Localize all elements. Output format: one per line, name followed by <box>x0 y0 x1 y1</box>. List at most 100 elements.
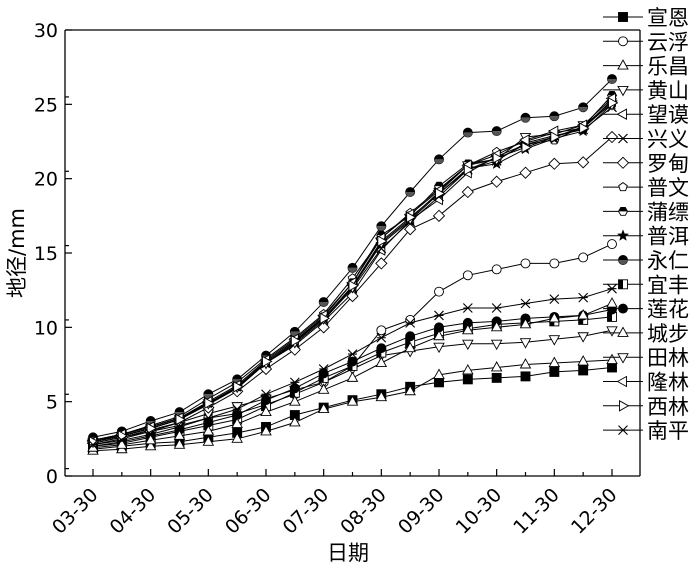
legend-label: 宣恩 <box>647 6 689 30</box>
data-point <box>233 381 244 393</box>
data-point <box>549 366 560 377</box>
data-point <box>519 338 532 349</box>
data-point <box>202 424 215 436</box>
data-point <box>549 294 560 304</box>
data-point <box>432 209 446 222</box>
data-point <box>289 395 301 406</box>
legend-label: 田林 <box>647 346 689 370</box>
data-point <box>491 264 502 275</box>
data-point <box>231 432 243 443</box>
legend-label: 兴义 <box>647 128 689 152</box>
data-point <box>144 433 157 445</box>
y-tick-label: 0 <box>46 466 58 488</box>
legend-label: 南平 <box>647 419 689 443</box>
data-point <box>434 286 444 297</box>
y-tick-label: 10 <box>34 317 58 339</box>
data-point <box>405 331 416 342</box>
data-point <box>288 343 301 356</box>
data-point <box>461 185 474 199</box>
legend-label: 黄山 <box>647 79 689 103</box>
data-point <box>549 111 560 122</box>
data-point <box>88 439 98 450</box>
data-point <box>617 207 629 216</box>
plot-area <box>64 29 641 477</box>
data-point <box>404 341 416 353</box>
legend-label: 宜丰 <box>647 273 689 297</box>
data-point <box>145 429 156 440</box>
data-point <box>520 371 531 382</box>
data-point <box>520 258 531 269</box>
legend-item: 普文 <box>603 176 689 200</box>
data-point <box>618 36 628 47</box>
legend-item: 望谟 <box>603 103 689 127</box>
legend-label: 永仁 <box>647 249 689 273</box>
legend-item: 宜丰 <box>603 273 689 297</box>
data-point <box>433 368 445 379</box>
data-point <box>405 187 416 197</box>
data-point <box>404 384 416 396</box>
data-point <box>548 157 561 170</box>
legend-label: 望谟 <box>647 103 689 127</box>
data-point <box>520 112 531 123</box>
series <box>88 283 617 450</box>
y-tick-label: 20 <box>34 169 58 191</box>
data-point <box>376 343 387 354</box>
legend-item: 普洱 <box>603 225 689 249</box>
legend-item: 田林 <box>603 346 689 370</box>
y-tick-label: 15 <box>34 243 58 265</box>
series-line <box>92 103 613 443</box>
data-point <box>405 317 416 328</box>
data-point <box>347 349 358 359</box>
legend-item: 城步 <box>603 322 689 346</box>
data-point <box>577 156 590 169</box>
data-point <box>173 438 186 449</box>
data-point <box>578 102 589 113</box>
data-point <box>462 127 473 138</box>
x-axis-ticks: 03-30 04-30 05-30 06-30 07-30 08-30 09-30 10-30… <box>48 469 622 539</box>
data-point <box>607 74 617 85</box>
data-point <box>618 425 628 435</box>
x-tick-label: 11-30 <box>509 484 564 539</box>
data-point <box>290 334 302 347</box>
data-point <box>490 339 503 351</box>
data-point <box>578 292 589 303</box>
data-point <box>490 361 503 372</box>
data-point <box>617 59 629 70</box>
data-point <box>519 358 532 369</box>
series-group <box>86 74 619 455</box>
data-point <box>616 229 630 241</box>
data-point <box>608 97 619 109</box>
data-point <box>607 362 617 373</box>
data-point <box>462 374 473 385</box>
data-point <box>376 325 387 336</box>
data-point <box>490 320 503 332</box>
data-point <box>577 309 589 320</box>
data-point <box>232 404 243 414</box>
data-point <box>261 389 271 400</box>
legend-item: 莲花 <box>603 298 689 322</box>
data-point <box>491 372 502 383</box>
data-point <box>406 211 417 224</box>
y-axis-title: 地径/mm <box>5 208 29 298</box>
data-point <box>519 134 530 146</box>
data-point <box>348 279 359 292</box>
data-point <box>578 365 589 376</box>
data-point <box>577 332 589 343</box>
data-point <box>346 289 359 303</box>
data-point <box>605 130 619 144</box>
data-point <box>375 356 388 367</box>
data-point <box>289 416 301 427</box>
y-axis-ticks: 0 5 10 15 20 25 30 <box>34 20 72 488</box>
data-point <box>607 239 617 250</box>
data-point <box>404 223 417 236</box>
data-point <box>434 310 444 321</box>
legend-item: 宣恩 <box>603 6 689 30</box>
series-line <box>92 329 613 444</box>
data-point <box>548 356 561 367</box>
legend-label: 隆林 <box>647 371 689 395</box>
data-point <box>347 356 358 367</box>
legend-item: 乐昌 <box>603 55 689 79</box>
data-point <box>376 332 387 343</box>
data-point <box>519 317 532 329</box>
